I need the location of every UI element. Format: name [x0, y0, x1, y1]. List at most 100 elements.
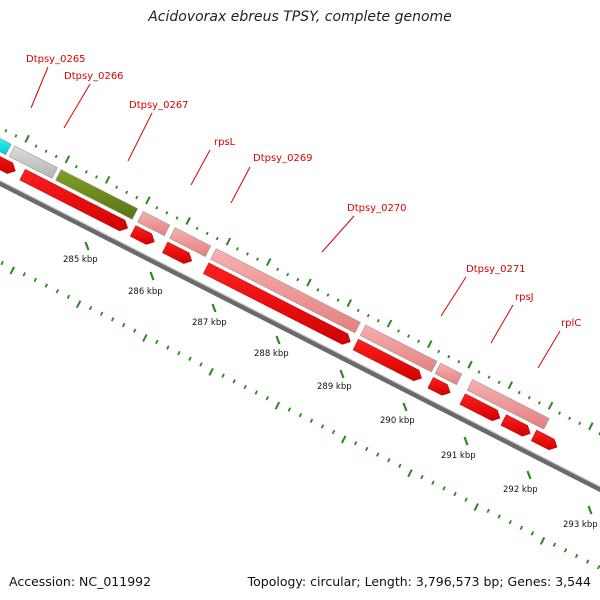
outer-minor-tick: [527, 395, 531, 400]
ruler-minor-tick: [364, 446, 369, 452]
ruler-minor-tick: [585, 559, 590, 564]
outer-minor-tick: [407, 334, 411, 338]
outer-minor-tick: [477, 370, 481, 374]
outer-minor-tick: [326, 293, 330, 297]
outer-minor-tick: [14, 134, 18, 138]
ruler-minor-tick: [387, 458, 391, 463]
outer-minor-tick: [316, 288, 320, 292]
outer-minor-tick: [195, 226, 199, 231]
ruler-minor-tick: [331, 429, 336, 435]
kbp-tick-label: 290 kbp: [380, 416, 415, 426]
outer-minor-tick: [366, 313, 370, 318]
kbp-tick-label: 291 kbp: [441, 451, 476, 461]
cds-arrow: [427, 377, 451, 396]
gene-leader-line: [490, 304, 514, 344]
kbp-major-tick: [526, 470, 532, 480]
kbp-major-tick: [211, 303, 217, 313]
outer-minor-tick: [558, 411, 561, 415]
outer-minor-tick: [457, 360, 461, 364]
ruler-minor-tick: [552, 542, 557, 547]
gene-label-layer: Dtpsy_0265 Dtpsy_0266 Dtpsy_0267 rpsL Dtpsy_…: [26, 54, 581, 369]
ruler-minor-tick: [188, 356, 192, 361]
upper-feature-band: [137, 210, 171, 237]
accession-text: Accession: NC_011992: [9, 574, 152, 589]
kbp-tick-label: 289 kbp: [317, 382, 352, 392]
kbp-tick-label: 285 kbp: [63, 255, 98, 265]
gene-label: rpsL: [214, 137, 236, 148]
outer-major-tick: [145, 196, 151, 205]
cds-arrow: [19, 168, 129, 232]
gene-leader-line: [127, 112, 153, 162]
ruler-minor-tick: [563, 548, 568, 553]
kbp-tick-label: 287 kbp: [192, 318, 227, 328]
outer-minor-tick: [125, 190, 129, 195]
backbone-highlight: [0, 179, 600, 488]
ruler-minor-tick: [133, 328, 137, 333]
outer-minor-tick: [74, 164, 78, 169]
kbp-major-tick: [149, 271, 155, 281]
ruler-minor-tick: [44, 283, 49, 288]
kbp-tick-label: 293 kbp: [563, 520, 598, 530]
cds-arrow: [129, 225, 155, 245]
cds-arrow: [530, 429, 558, 451]
gene-label: rpsJ: [515, 292, 534, 303]
ruler-minor-tick: [574, 553, 579, 559]
genome-backbone: [0, 179, 600, 493]
outer-minor-tick: [135, 195, 139, 200]
gene-leader-line: [321, 215, 355, 253]
outer-major-tick: [104, 175, 111, 184]
feature-track-layer: [0, 138, 558, 451]
gene-label: Dtpsy_0271: [466, 264, 526, 275]
kbp-major-tick: [463, 436, 469, 446]
ruler-minor-tick: [33, 277, 38, 283]
outer-minor-tick: [537, 401, 541, 405]
outer-minor-tick: [356, 308, 360, 313]
ruler-minor-tick: [221, 373, 225, 378]
cds-arrow: [202, 262, 351, 345]
upper-feature-band: [466, 379, 550, 430]
ruler-minor-tick: [320, 424, 325, 429]
gene-leader-line: [30, 66, 49, 109]
cds-arrow: [0, 156, 16, 174]
outer-minor-tick: [245, 252, 249, 256]
gene-leader-line: [230, 166, 251, 204]
ruler-major-tick: [539, 536, 546, 545]
ruler-minor-tick: [431, 480, 435, 485]
ruler-minor-tick: [497, 514, 501, 519]
ruler-minor-tick: [66, 294, 71, 300]
ruler-major-tick: [473, 503, 479, 512]
outer-major-tick: [427, 340, 433, 349]
ruler-minor-tick: [287, 407, 292, 412]
outer-major-tick: [386, 319, 393, 328]
outer-minor-tick: [235, 247, 239, 251]
upper-feature-band: [434, 362, 463, 386]
gene-leader-line: [190, 149, 211, 186]
kbp-major-tick: [587, 505, 593, 515]
outer-minor-tick: [286, 272, 290, 277]
ruler-minor-tick: [177, 350, 181, 356]
outer-major-tick: [467, 360, 473, 369]
ruler-minor-tick: [530, 531, 535, 536]
ruler-minor-tick: [453, 491, 457, 497]
outer-major-tick: [507, 381, 514, 390]
gene-leader-line: [440, 276, 467, 317]
ruler-minor-tick: [464, 497, 468, 502]
gene-label: rplC: [561, 318, 581, 329]
outer-major-tick: [64, 155, 71, 164]
ruler-minor-tick: [376, 452, 380, 457]
ruler-minor-tick: [55, 289, 60, 294]
outer-minor-tick: [165, 211, 169, 215]
ruler-minor-tick: [298, 412, 303, 418]
outer-minor-tick: [517, 390, 521, 395]
gene-label: Dtpsy_0267: [129, 100, 189, 111]
ruler-minor-tick: [519, 525, 524, 530]
outer-minor-tick: [84, 170, 88, 174]
cds-arrow: [162, 241, 193, 264]
outer-major-tick: [24, 134, 30, 143]
upper-feature-band: [169, 227, 212, 258]
kbp-tick-label: 292 kbp: [503, 485, 538, 495]
outer-minor-tick: [34, 144, 38, 148]
ruler-major-tick: [407, 469, 413, 478]
outer-minor-tick: [256, 257, 260, 261]
outer-major-tick: [346, 299, 352, 308]
